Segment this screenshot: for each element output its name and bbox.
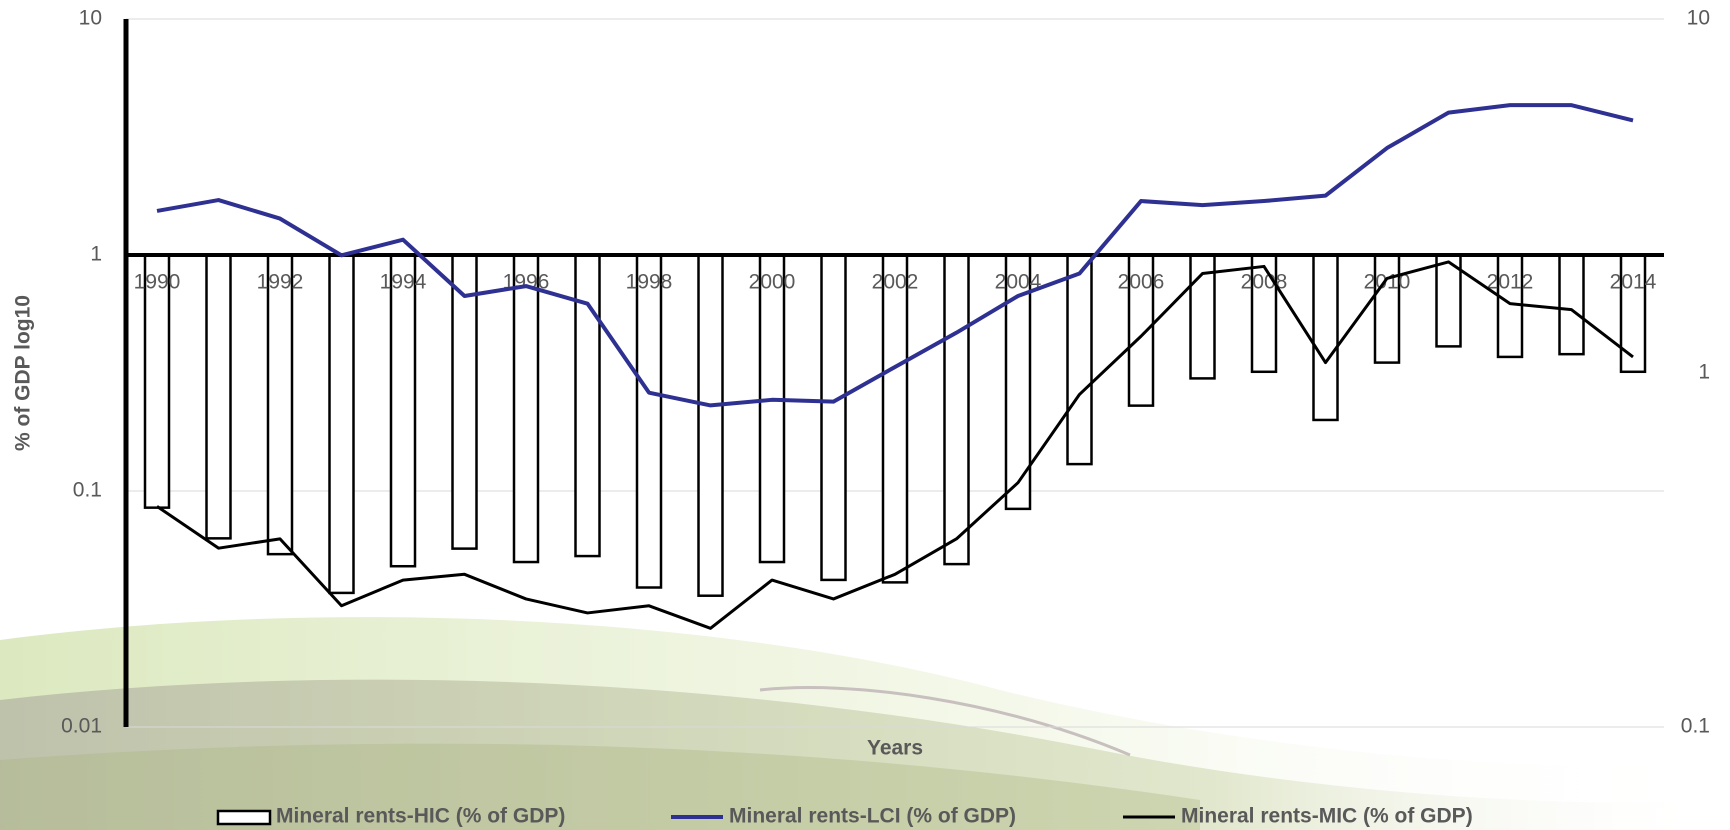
x-tick-label: 2000 bbox=[749, 271, 796, 294]
line-series bbox=[156, 260, 1634, 630]
y2-tick-label: 10 bbox=[1687, 7, 1710, 30]
x-tick-label: 1998 bbox=[626, 271, 673, 294]
x-tick-label: 2006 bbox=[1118, 271, 1165, 294]
x-tick-label: 1992 bbox=[257, 271, 304, 294]
y2-tick-label: 0.1 bbox=[1681, 715, 1710, 738]
legend-label: Mineral rents-LCI (% of GDP) bbox=[729, 805, 1016, 828]
background-decoration bbox=[0, 617, 1730, 830]
x-tick-label: 2004 bbox=[995, 271, 1042, 294]
bar bbox=[1312, 253, 1339, 422]
bar bbox=[881, 253, 909, 584]
bar bbox=[451, 253, 478, 550]
x-tick-label: 2008 bbox=[1241, 271, 1288, 294]
bar bbox=[389, 253, 417, 568]
x-tick-label: 1994 bbox=[380, 271, 427, 294]
legend-label: Mineral rents-HIC (% of GDP) bbox=[276, 805, 565, 828]
bar bbox=[943, 253, 970, 566]
bar bbox=[1127, 253, 1155, 407]
bar bbox=[1435, 253, 1462, 348]
x-tick-label: 2012 bbox=[1487, 271, 1534, 294]
bar bbox=[1373, 253, 1401, 364]
x-tick-label: 2002 bbox=[872, 271, 919, 294]
bar bbox=[820, 253, 847, 582]
y-tick-label: 0.01 bbox=[61, 715, 102, 738]
y-tick-label: 0.1 bbox=[73, 479, 102, 502]
bar bbox=[205, 253, 232, 540]
line-series bbox=[156, 103, 1634, 408]
y-tick-label: 10 bbox=[79, 7, 102, 30]
legend-label: Mineral rents-MIC (% of GDP) bbox=[1181, 805, 1473, 828]
bar bbox=[143, 253, 171, 509]
x-tick-label: 2014 bbox=[1610, 271, 1657, 294]
y-axis-title: % of GDP log10 bbox=[12, 295, 35, 451]
y-tick-label: 1 bbox=[90, 243, 102, 266]
bar bbox=[328, 253, 355, 595]
bar bbox=[635, 253, 663, 589]
bar bbox=[1066, 253, 1093, 466]
legend-swatch bbox=[216, 809, 272, 826]
bar bbox=[512, 253, 540, 564]
bar bbox=[1189, 253, 1216, 380]
y2-tick-label: 1 bbox=[1698, 361, 1710, 384]
x-axis-title: Years bbox=[867, 737, 923, 760]
x-tick-label: 1990 bbox=[134, 271, 181, 294]
bar bbox=[1558, 253, 1585, 356]
bar bbox=[697, 253, 724, 597]
bar bbox=[266, 253, 294, 556]
bar bbox=[758, 253, 786, 564]
